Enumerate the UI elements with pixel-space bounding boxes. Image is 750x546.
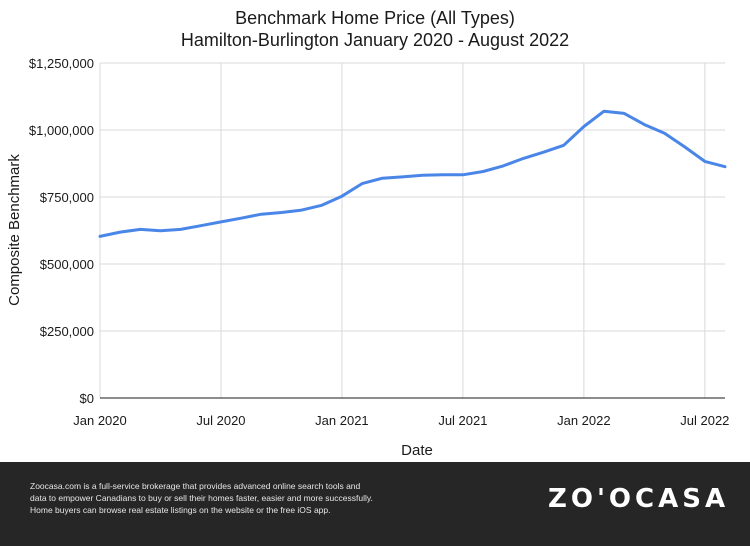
y-axis-label: Composite Benchmark <box>6 154 23 306</box>
x-tick-label: Jul 2022 <box>680 413 729 428</box>
y-axis-ticks: $0 $250,000 $500,000 $750,000 $1,000,000 $1,2… <box>29 56 94 406</box>
y-tick-label: $750,000 <box>40 190 94 205</box>
x-tick-label: Jan 2022 <box>557 413 611 428</box>
footer-description: Zoocasa.com is a full-service brokerage … <box>30 480 390 516</box>
y-tick-label: $1,250,000 <box>29 56 94 71</box>
x-tick-label: Jan 2020 <box>73 413 127 428</box>
grid-lines <box>99 62 725 398</box>
x-axis-ticks: Jan 2020 Jul 2020 Jan 2021 Jul 2021 Jan 2022… <box>73 413 729 428</box>
y-tick-label: $0 <box>80 391 94 406</box>
chart: Benchmark Home Price (All Types) Hamilto… <box>6 8 729 459</box>
chart-subtitle: Hamilton-Burlington January 2020 - Augus… <box>181 30 569 50</box>
chart-title: Benchmark Home Price (All Types) <box>235 8 515 28</box>
x-axis-label: Date <box>401 442 433 459</box>
zoocasa-logo: ZO'OCASA <box>548 484 730 514</box>
footer-line: Zoocasa.com is a full-service brokerage … <box>30 481 361 491</box>
y-tick-label: $500,000 <box>40 257 94 272</box>
footer-line: data to empower Canadians to buy or sell… <box>30 493 373 503</box>
x-tick-label: Jan 2021 <box>315 413 369 428</box>
y-tick-label: $250,000 <box>40 324 94 339</box>
x-tick-label: Jul 2021 <box>438 413 487 428</box>
x-tick-label: Jul 2020 <box>196 413 245 428</box>
footer: Zoocasa.com is a full-service brokerage … <box>0 462 750 546</box>
series-line <box>98 109 727 238</box>
y-tick-label: $1,000,000 <box>29 123 94 138</box>
footer-line: Home buyers can browse real estate listi… <box>30 505 331 515</box>
